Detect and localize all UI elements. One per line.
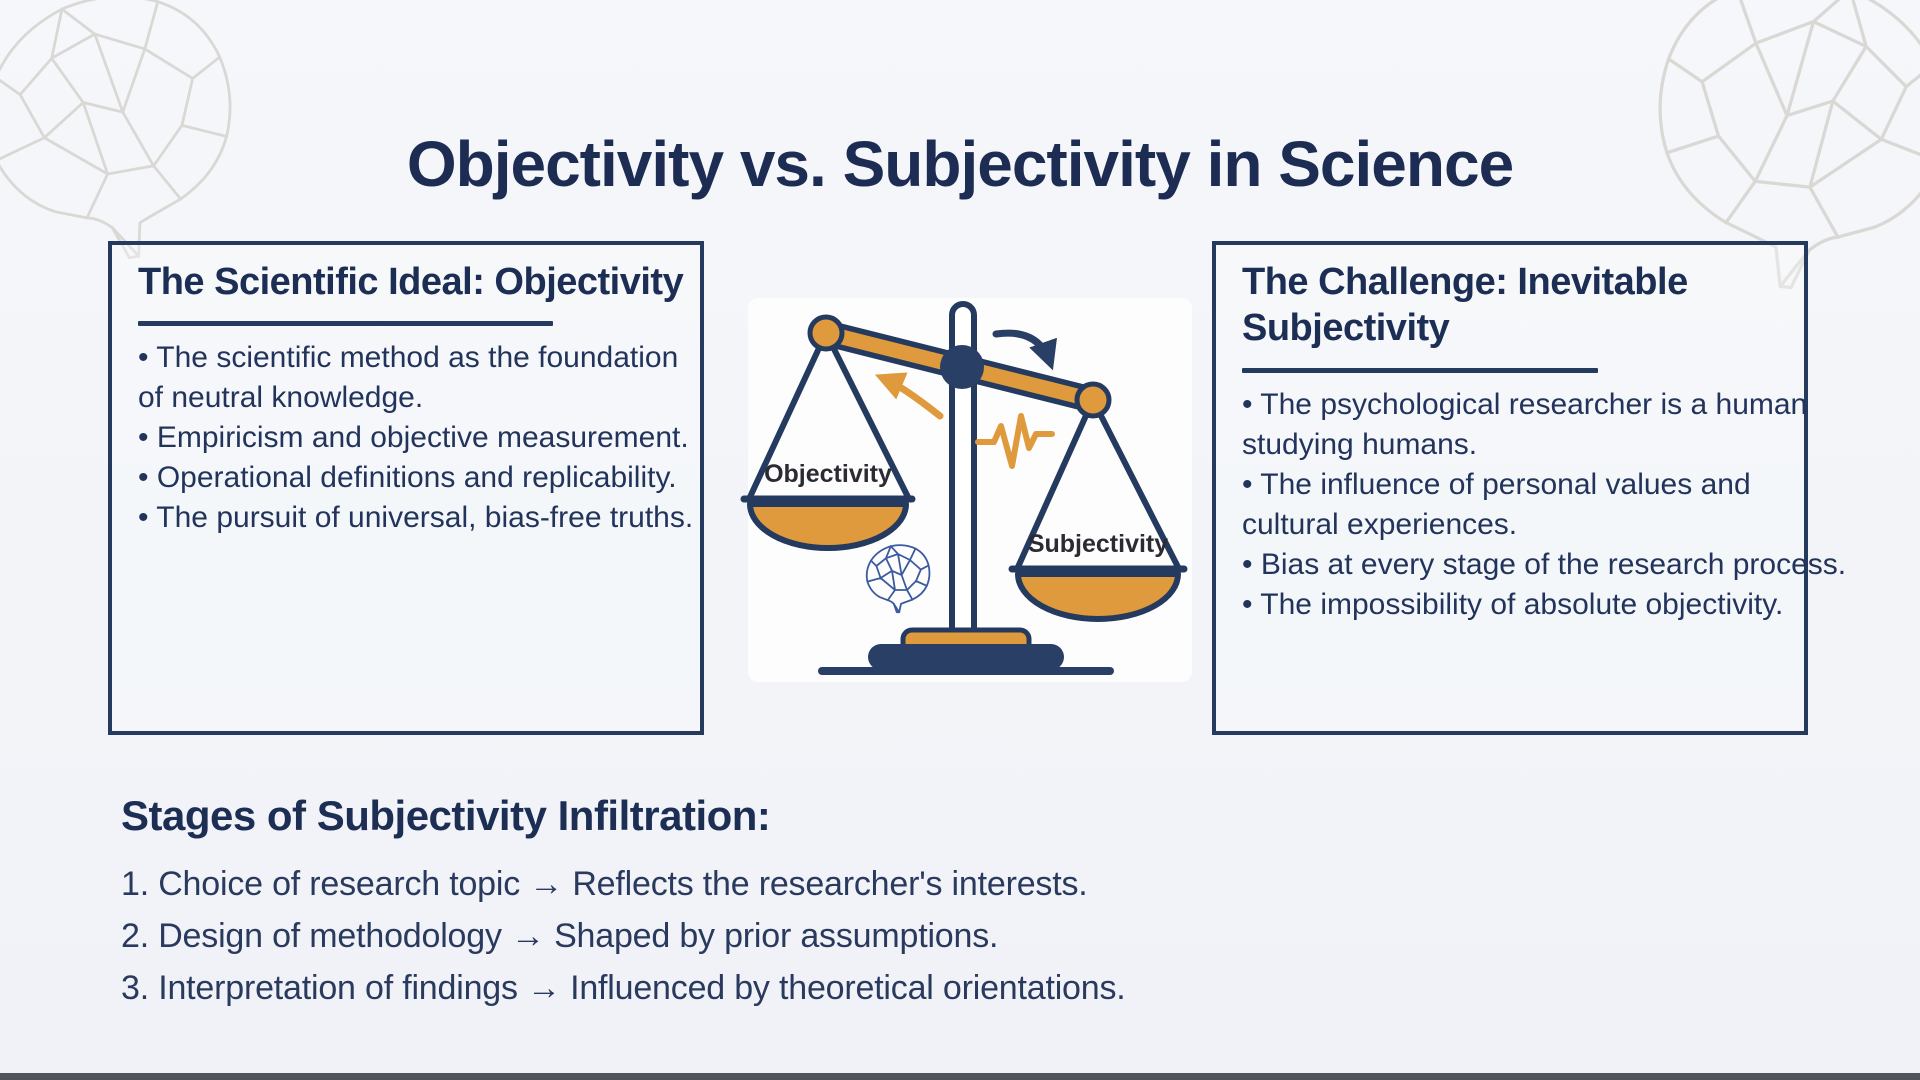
stage-item: 2. Design of methodology → Shaped by pri…	[121, 917, 999, 955]
inevitable-subjectivity-panel: The Challenge: Inevitable Subjectivity •…	[1212, 241, 1846, 735]
heading-underline	[138, 321, 553, 327]
bullet-item: • Empiricism and objective measurement.	[138, 421, 689, 455]
bullet-item: • The psychological researcher is a huma…	[1242, 387, 1808, 461]
curved-arrow-up-left-icon	[874, 372, 944, 420]
bullet-item: • The influence of personal values and c…	[1242, 467, 1751, 541]
bullet-item: • Operational definitions and replicabil…	[138, 461, 677, 495]
balance-scale-illustration: Objectivity Subjectivity	[740, 290, 1200, 690]
bullet-item: • Bias at every stage of the research pr…	[1242, 547, 1847, 581]
scientific-ideal-bullets: • The scientific method as the foundatio…	[112, 338, 700, 538]
inevitable-subjectivity-bullets: • The psychological researcher is a huma…	[1216, 385, 1846, 625]
stage-item: 3. Interpretation of findings → Influenc…	[121, 969, 1126, 1007]
stages-heading: Stages of Subjectivity Infiltration:	[121, 792, 771, 839]
bottom-edge-bar	[0, 1073, 1920, 1080]
bullet-item: • The pursuit of universal, bias-free tr…	[138, 501, 694, 535]
left-pan-label: Objectivity	[764, 460, 892, 488]
right-pan-label: Subjectivity	[1028, 530, 1168, 558]
left-pan	[740, 330, 916, 551]
scale-pivot	[940, 345, 984, 389]
bullet-item: • The scientific method as the foundatio…	[138, 341, 679, 415]
scientific-ideal-heading: The Scientific Ideal: Objectivity	[138, 261, 684, 303]
scale-base	[818, 627, 1114, 675]
heading-underline	[1242, 367, 1598, 373]
right-pan	[1008, 397, 1188, 622]
stage-item: 1. Choice of research topic → Reflects t…	[121, 865, 1088, 903]
page-title: Objectivity vs. Subjectivity in Science	[406, 127, 1514, 200]
scientific-ideal-panel: The Scientific Ideal: Objectivity • The …	[108, 241, 704, 735]
curved-arrow-down-right-icon	[992, 329, 1057, 371]
heartbeat-icon	[975, 413, 1055, 469]
inevitable-subjectivity-heading: The Challenge: Inevitable Subjectivity	[1242, 261, 1688, 350]
stages-list: 1. Choice of research topic → Reflects t…	[121, 858, 1126, 1014]
bullet-item: • The impossibility of absolute objectiv…	[1242, 587, 1784, 621]
